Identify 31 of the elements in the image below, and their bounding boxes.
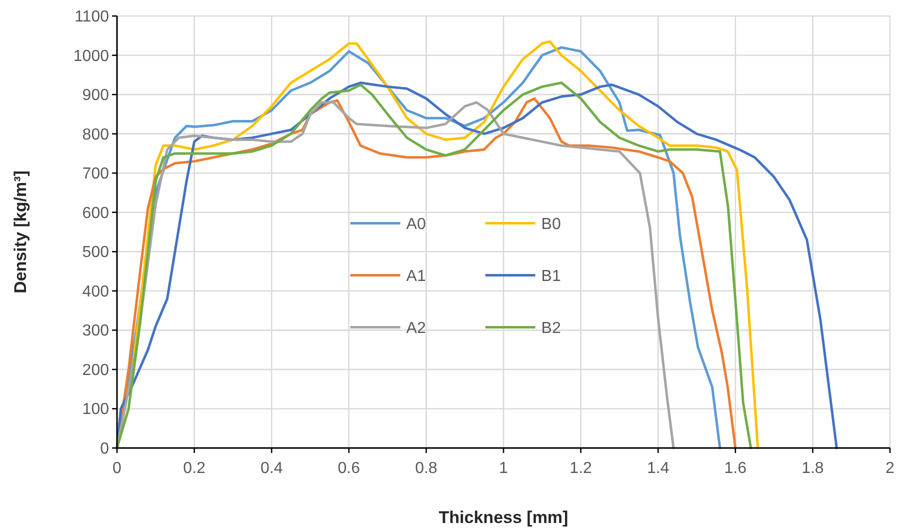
y-tick-label: 600 <box>82 204 110 222</box>
y-tick-label: 1100 <box>74 8 110 26</box>
y-tick-label: 200 <box>82 362 110 379</box>
y-tick-label: 700 <box>82 166 110 183</box>
x-tick-label: 1.4 <box>646 460 670 477</box>
y-tick-label: 100 <box>82 401 110 418</box>
legend-label: B1 <box>541 268 561 286</box>
y-axis-title: Density [kg/m³] <box>11 170 30 294</box>
legend-label: B2 <box>541 320 561 338</box>
y-tick-label: 400 <box>82 283 110 300</box>
y-tick-label: 900 <box>82 87 110 104</box>
x-tick-label: 1.2 <box>570 460 592 477</box>
x-tick-label: 0.4 <box>260 460 283 477</box>
legend-label: B0 <box>541 216 561 234</box>
x-tick-label: 2 <box>886 460 895 477</box>
x-tick-label: 0 <box>112 460 122 477</box>
x-tick-label: 0.2 <box>183 460 206 477</box>
x-axis-title: Thickness [mm] <box>438 508 568 527</box>
x-tick-label: 0.8 <box>415 460 438 477</box>
x-tick-label: 1 <box>499 460 508 477</box>
y-tick-label: 500 <box>82 244 110 262</box>
x-tick-label: 0.6 <box>338 460 360 477</box>
legend-label: A2 <box>406 320 426 338</box>
y-tick-label: 0 <box>100 440 110 458</box>
x-tick-label: 1.6 <box>724 460 747 477</box>
y-tick-label: 300 <box>82 322 110 340</box>
x-tick-label: 1.8 <box>802 460 824 477</box>
y-tick-label: 1000 <box>73 48 110 65</box>
legend-label: A0 <box>406 216 426 234</box>
legend-label: A1 <box>406 268 426 286</box>
y-tick-label: 800 <box>82 126 110 144</box>
